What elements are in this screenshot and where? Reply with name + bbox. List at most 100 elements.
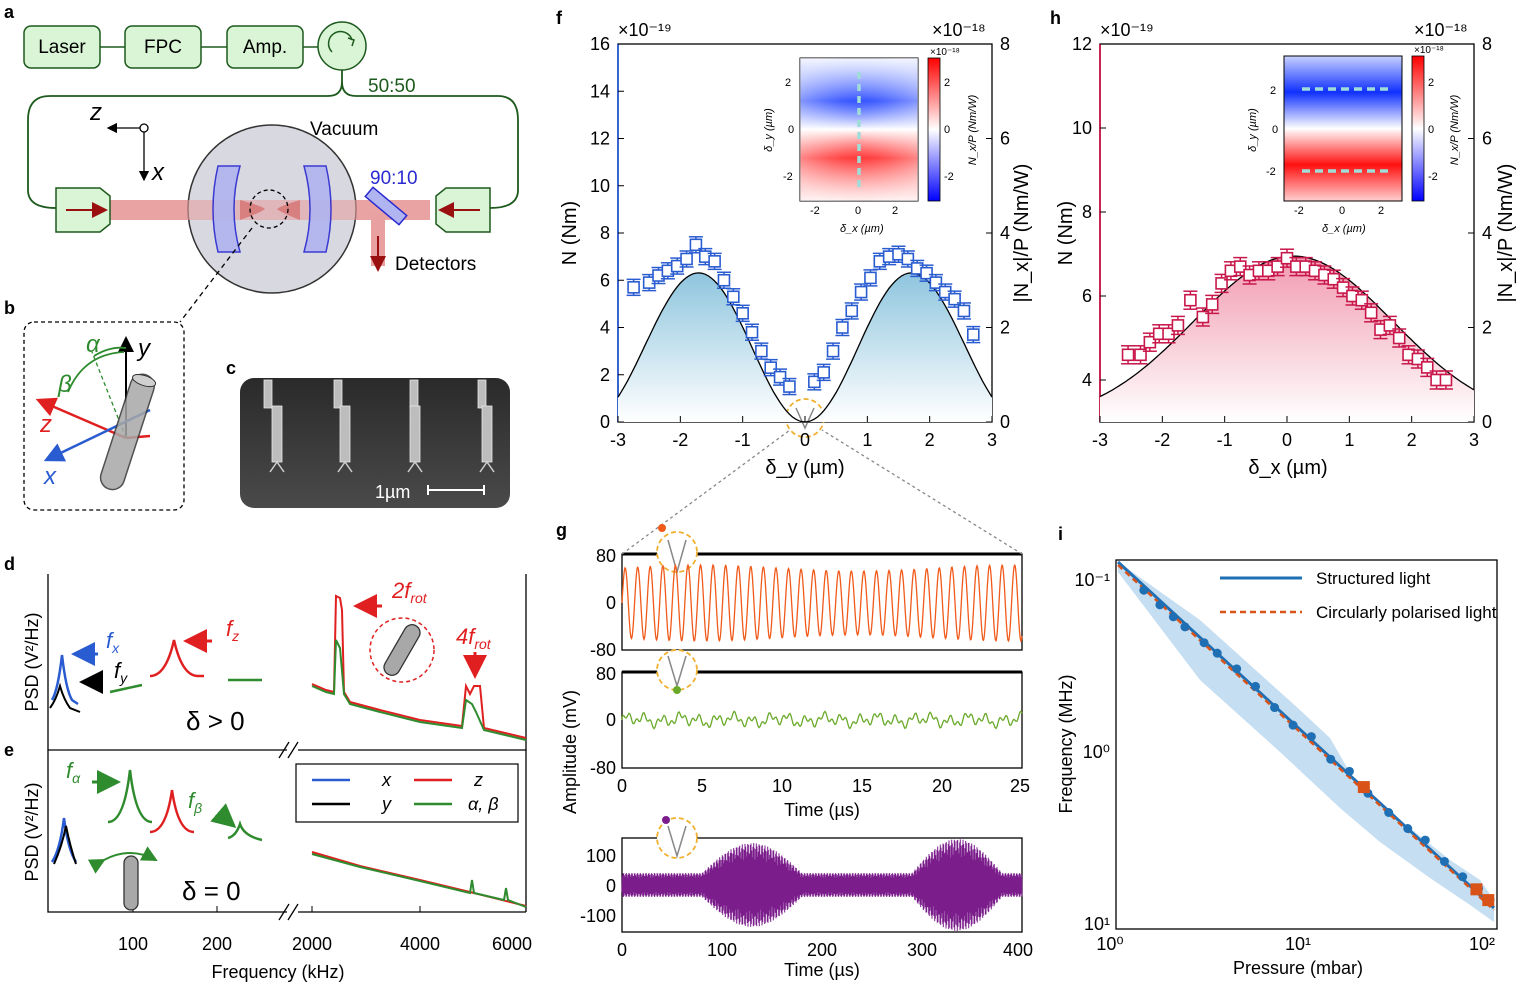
legend-alpha-beta: α, β bbox=[468, 794, 499, 814]
f-cbar-tick-0: 0 bbox=[944, 124, 950, 136]
f-data-point bbox=[727, 290, 740, 304]
d-fx-label: fx bbox=[106, 628, 120, 656]
h-xtick-label: 1 bbox=[1344, 430, 1354, 450]
panel-label-h: h bbox=[1050, 8, 1061, 28]
e-green-spectrum bbox=[311, 853, 527, 908]
g2-xlabel: Time (µs) bbox=[784, 800, 860, 820]
h-inset-ytick-m2: -2 bbox=[1266, 166, 1276, 178]
f-inset-heatmap: 2 0 -2 -2 0 2 2 0 -2 ×10⁻¹⁸ δ_x (µm) δ_y… bbox=[763, 47, 979, 235]
b-z-label: z bbox=[39, 411, 52, 438]
g-orbit-icon-bottom bbox=[656, 816, 698, 859]
h-cbar-tick-m2: -2 bbox=[1428, 171, 1438, 183]
de-xtick-100: 100 bbox=[118, 934, 148, 954]
i-confidence-band bbox=[1118, 562, 1494, 922]
f-inset-ytick-2: 2 bbox=[785, 77, 791, 89]
de-xtick-6000: 6000 bbox=[492, 934, 532, 954]
g1-ytick-m80: -80 bbox=[590, 640, 616, 660]
panel-label-f: f bbox=[556, 8, 563, 28]
d-red-spectrum bbox=[311, 594, 527, 739]
i-ylabel: Frequency (MHz) bbox=[1056, 674, 1076, 813]
i-data-point-blue bbox=[1139, 585, 1149, 595]
h-ytick-right-label: 8 bbox=[1482, 34, 1492, 54]
f-xtick-label: -1 bbox=[735, 430, 751, 450]
d-delta-label: δ > 0 bbox=[186, 706, 245, 736]
h-xtick-label: 3 bbox=[1469, 430, 1479, 450]
h-cbar-tick-0: 0 bbox=[1428, 124, 1434, 136]
axis-z-label: z bbox=[89, 99, 102, 126]
f-data-point bbox=[755, 344, 768, 358]
d-green-1 bbox=[109, 683, 143, 694]
h-ytick-right-label: 0 bbox=[1482, 412, 1492, 432]
f-ylabel: N (Nm) bbox=[559, 201, 581, 265]
de-xtick-4000: 4000 bbox=[400, 934, 440, 954]
legend-y: y bbox=[380, 794, 392, 814]
i-data-point-blue bbox=[1344, 766, 1354, 776]
h-data-point bbox=[1392, 331, 1406, 345]
h-inset-xtick-2: 2 bbox=[1378, 205, 1384, 217]
f-data-point bbox=[745, 325, 759, 339]
g-orbit-icon-top bbox=[656, 524, 698, 575]
h-ytick-label: 4 bbox=[1082, 370, 1092, 390]
g2-xtick-15: 15 bbox=[852, 776, 872, 796]
f-data-point bbox=[938, 285, 952, 299]
g2-ytick-80: 80 bbox=[596, 664, 616, 684]
split-label: 50:50 bbox=[368, 76, 416, 97]
panel-c-sem: 1µm bbox=[240, 378, 510, 508]
f-ytick-label: 6 bbox=[600, 270, 610, 290]
d-fz-label: fz bbox=[226, 616, 239, 644]
e-falpha-label: fα bbox=[66, 758, 81, 786]
h-ylabel: N (Nm) bbox=[1055, 201, 1077, 265]
h-xtick-label: 0 bbox=[1282, 430, 1292, 450]
h-ytick-label: 6 bbox=[1082, 286, 1092, 306]
h-cbar-tick-2: 2 bbox=[1428, 77, 1434, 89]
h-data-point bbox=[1171, 319, 1185, 332]
g2-ytick-m80: -80 bbox=[590, 758, 616, 778]
f-cbar-multiplier: ×10⁻¹⁸ bbox=[930, 47, 960, 58]
panel-b-orientation: y z x α β bbox=[23, 321, 185, 511]
i-data-point-blue bbox=[1420, 835, 1430, 845]
de-xtick-200: 200 bbox=[202, 934, 232, 954]
nanorod-icon bbox=[99, 373, 157, 491]
i-xtick-10: 10¹ bbox=[1285, 934, 1311, 954]
f-data-point bbox=[901, 252, 915, 266]
e-ylabel: PSD (V²/Hz) bbox=[22, 783, 42, 882]
h-multiplier-left: ×10⁻¹⁹ bbox=[1100, 20, 1154, 40]
h-data-point bbox=[1134, 348, 1147, 362]
f-ytick-label: 4 bbox=[600, 318, 610, 338]
i-data-point-blue bbox=[1232, 664, 1242, 674]
i-legend-circular: Circularly polarised light bbox=[1316, 603, 1497, 622]
i-xtick-1: 10⁰ bbox=[1096, 934, 1123, 954]
i-data-point-blue bbox=[1326, 754, 1336, 764]
i-data-point-blue bbox=[1212, 648, 1222, 658]
d-peak-y bbox=[49, 682, 81, 713]
i-data-point-blue bbox=[1288, 720, 1298, 730]
f-inset-xtick-0: 0 bbox=[855, 205, 861, 217]
i-data-point-blue bbox=[1439, 856, 1449, 866]
g2-ytick-0: 0 bbox=[606, 710, 616, 730]
h-xlabel: δ_x (µm) bbox=[1248, 457, 1327, 479]
e-peak-y bbox=[53, 825, 77, 865]
g3-xtick-100: 100 bbox=[707, 940, 737, 960]
i-data-point-blue bbox=[1306, 732, 1316, 742]
g3-xlabel: Time (µs) bbox=[784, 960, 860, 980]
h-data-point bbox=[1439, 373, 1453, 387]
f-inset-ytick-m2: -2 bbox=[783, 171, 793, 183]
amp-label: Amp. bbox=[243, 37, 287, 58]
circulator bbox=[317, 21, 367, 71]
h-multiplier-right: ×10⁻¹⁸ bbox=[1414, 20, 1468, 40]
panel-label-i: i bbox=[1058, 524, 1063, 544]
panel-i-chart: 10⁰ 10¹ 10² Pressure (mbar) 10⁻¹ 10⁰ 10¹… bbox=[1056, 559, 1498, 978]
i-data-point-blue bbox=[1384, 807, 1394, 817]
f-data-point bbox=[864, 271, 877, 285]
h-data-point bbox=[1420, 361, 1434, 374]
i-data-point-orange bbox=[1357, 781, 1370, 794]
f-data-point bbox=[764, 361, 778, 374]
panel-f-chart: ×10⁻¹⁹ ×10⁻¹⁸ N (Nm) |N_x|/P (Nm/W) δ_y … bbox=[559, 20, 1033, 479]
g2-xtick-5: 5 bbox=[697, 776, 707, 796]
e-peak-beta bbox=[227, 820, 263, 842]
g1-ytick-80: 80 bbox=[596, 546, 616, 566]
f-multiplier-left: ×10⁻¹⁹ bbox=[618, 20, 672, 40]
panel-label-d: d bbox=[4, 554, 15, 574]
g3-xtick-300: 300 bbox=[907, 940, 937, 960]
h-inset-ytick-0: 0 bbox=[1272, 124, 1278, 136]
